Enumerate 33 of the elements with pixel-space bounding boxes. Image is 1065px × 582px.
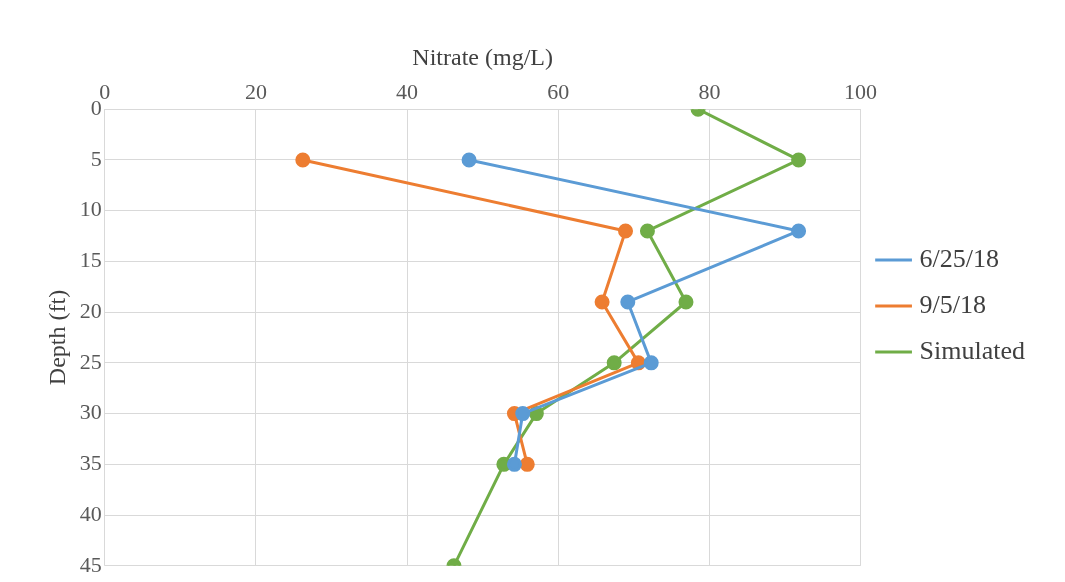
x-tick-label: 20 — [244, 78, 267, 104]
point — [791, 152, 807, 168]
y-tick-label: 45 — [79, 551, 102, 577]
point — [519, 456, 535, 472]
x-tick-label: 80 — [698, 78, 721, 104]
point — [618, 223, 634, 239]
y-axis-title: Depth (ft) — [43, 289, 70, 386]
point — [295, 152, 311, 168]
point — [791, 223, 807, 239]
y-tick-label: 35 — [79, 450, 102, 476]
legend-label: 9/5/18 — [919, 289, 987, 319]
legend-label: Simulated — [919, 335, 1025, 365]
y-tick-label: 25 — [79, 348, 102, 374]
y-tick-label: 15 — [79, 247, 102, 273]
point — [639, 223, 655, 239]
point — [594, 294, 610, 310]
point — [678, 294, 694, 310]
point — [461, 152, 477, 168]
x-tick-label: 100 — [844, 78, 878, 104]
y-tick-label: 10 — [79, 196, 102, 222]
legend-label: 6/25/18 — [919, 243, 1000, 273]
point — [643, 355, 659, 371]
x-tick-label: 60 — [547, 78, 570, 104]
point — [606, 355, 622, 371]
y-tick-label: 20 — [79, 297, 102, 323]
point — [620, 294, 636, 310]
point — [506, 456, 522, 472]
x-tick-label: 40 — [396, 78, 419, 104]
y-tick-label: 5 — [90, 145, 102, 171]
y-tick-label: 40 — [79, 500, 102, 526]
point — [515, 406, 531, 422]
y-tick-label: 30 — [79, 399, 102, 425]
x-axis-title: Nitrate (mg/L) — [412, 43, 553, 70]
